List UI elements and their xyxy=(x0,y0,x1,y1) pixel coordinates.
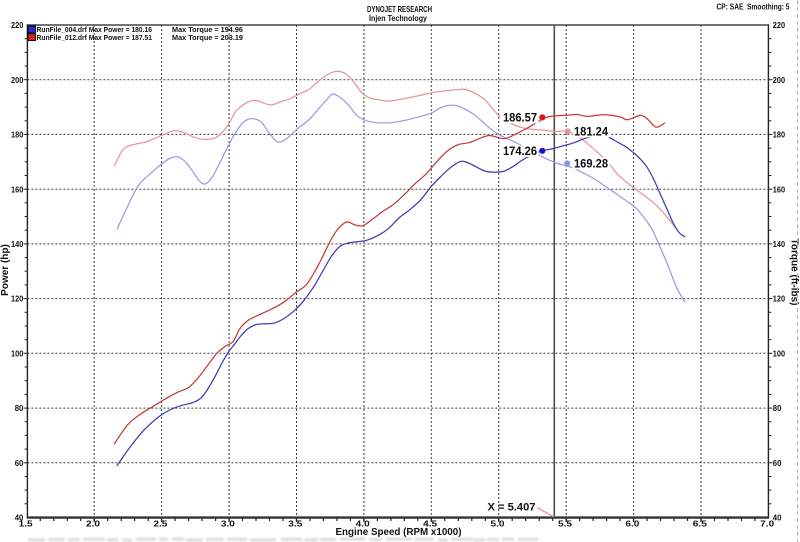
svg-text:220: 220 xyxy=(11,21,24,30)
svg-text:40: 40 xyxy=(773,514,782,523)
svg-text:6.5: 6.5 xyxy=(693,520,708,529)
svg-text:Injen Technology: Injen Technology xyxy=(369,13,427,23)
svg-text:Power (hp): Power (hp) xyxy=(0,244,11,296)
svg-text:120: 120 xyxy=(773,295,786,304)
svg-text:160: 160 xyxy=(773,185,786,194)
svg-text:Max Torque = 203.19: Max Torque = 203.19 xyxy=(172,33,243,42)
svg-text:200: 200 xyxy=(11,76,24,85)
svg-text:4.0: 4.0 xyxy=(356,520,371,529)
svg-text:120: 120 xyxy=(11,295,24,304)
svg-text:DYNOJET RESEARCH: DYNOJET RESEARCH xyxy=(367,4,432,14)
svg-text:60: 60 xyxy=(15,459,24,468)
svg-text:40: 40 xyxy=(15,514,24,523)
svg-text:5.0: 5.0 xyxy=(491,520,506,529)
svg-text:2.5: 2.5 xyxy=(153,520,168,529)
svg-text:3.5: 3.5 xyxy=(288,520,303,529)
svg-text:6.0: 6.0 xyxy=(625,520,640,529)
svg-text:X = 5.407: X = 5.407 xyxy=(488,502,536,514)
svg-text:7.0: 7.0 xyxy=(760,520,775,529)
svg-text:3.0: 3.0 xyxy=(221,520,236,529)
svg-text:100: 100 xyxy=(773,349,786,358)
svg-text:RunFile_012.drf Max Power = 18: RunFile_012.drf Max Power = 187.51 xyxy=(37,33,153,42)
svg-text:140: 140 xyxy=(11,240,24,249)
svg-text:60: 60 xyxy=(773,459,782,468)
svg-text:80: 80 xyxy=(15,404,24,413)
svg-text:200: 200 xyxy=(773,76,786,85)
svg-text:220: 220 xyxy=(773,21,786,30)
svg-text:100: 100 xyxy=(11,349,24,358)
svg-text:140: 140 xyxy=(773,240,786,249)
svg-text:Engine Speed (RPM x1000): Engine Speed (RPM x1000) xyxy=(336,526,462,538)
svg-text:RunFile_004.drf Max Power = 18: RunFile_004.drf Max Power = 180.16 xyxy=(37,25,153,34)
svg-text:180: 180 xyxy=(773,131,786,140)
svg-text:5.5: 5.5 xyxy=(558,520,573,529)
svg-text:2.0: 2.0 xyxy=(86,520,101,529)
svg-text:174.26: 174.26 xyxy=(503,144,537,158)
svg-text:180: 180 xyxy=(11,131,24,140)
svg-text:169.28: 169.28 xyxy=(574,157,608,171)
svg-text:186.57: 186.57 xyxy=(503,111,537,125)
svg-text:1.5: 1.5 xyxy=(19,520,34,529)
svg-text:160: 160 xyxy=(11,185,24,194)
svg-text:181.24: 181.24 xyxy=(574,125,608,139)
svg-text:4.5: 4.5 xyxy=(423,520,438,529)
svg-text:Torque (ft-lbs): Torque (ft-lbs) xyxy=(789,238,800,305)
svg-text:80: 80 xyxy=(773,404,782,413)
svg-text:CP: SAE Smoothing: 5: CP: SAE Smoothing: 5 xyxy=(717,3,790,12)
svg-text:Max Torque = 194.96: Max Torque = 194.96 xyxy=(172,25,243,34)
